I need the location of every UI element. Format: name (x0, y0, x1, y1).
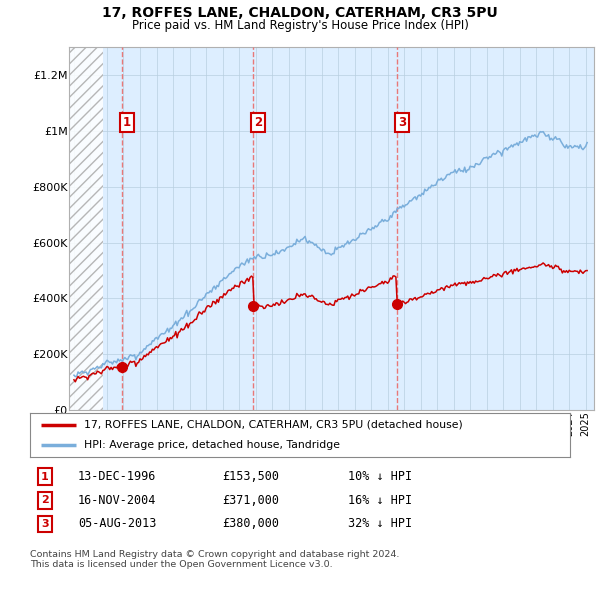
Text: 2: 2 (254, 116, 263, 129)
Text: 16-NOV-2004: 16-NOV-2004 (78, 494, 157, 507)
Text: 3: 3 (41, 519, 49, 529)
Text: Price paid vs. HM Land Registry's House Price Index (HPI): Price paid vs. HM Land Registry's House … (131, 19, 469, 32)
Text: £380,000: £380,000 (222, 517, 279, 530)
Text: 13-DEC-1996: 13-DEC-1996 (78, 470, 157, 483)
Text: 16% ↓ HPI: 16% ↓ HPI (348, 494, 412, 507)
Text: Contains HM Land Registry data © Crown copyright and database right 2024.
This d: Contains HM Land Registry data © Crown c… (30, 550, 400, 569)
Text: 1: 1 (123, 116, 131, 129)
Text: £153,500: £153,500 (222, 470, 279, 483)
Text: £371,000: £371,000 (222, 494, 279, 507)
Text: 32% ↓ HPI: 32% ↓ HPI (348, 517, 412, 530)
Text: 3: 3 (398, 116, 406, 129)
Text: 05-AUG-2013: 05-AUG-2013 (78, 517, 157, 530)
Text: 2: 2 (41, 496, 49, 505)
Text: 17, ROFFES LANE, CHALDON, CATERHAM, CR3 5PU: 17, ROFFES LANE, CHALDON, CATERHAM, CR3 … (102, 6, 498, 20)
Text: HPI: Average price, detached house, Tandridge: HPI: Average price, detached house, Tand… (84, 440, 340, 450)
Text: 17, ROFFES LANE, CHALDON, CATERHAM, CR3 5PU (detached house): 17, ROFFES LANE, CHALDON, CATERHAM, CR3 … (84, 420, 463, 430)
Text: 1: 1 (41, 472, 49, 481)
Bar (69, 47, 103, 410)
Text: 10% ↓ HPI: 10% ↓ HPI (348, 470, 412, 483)
